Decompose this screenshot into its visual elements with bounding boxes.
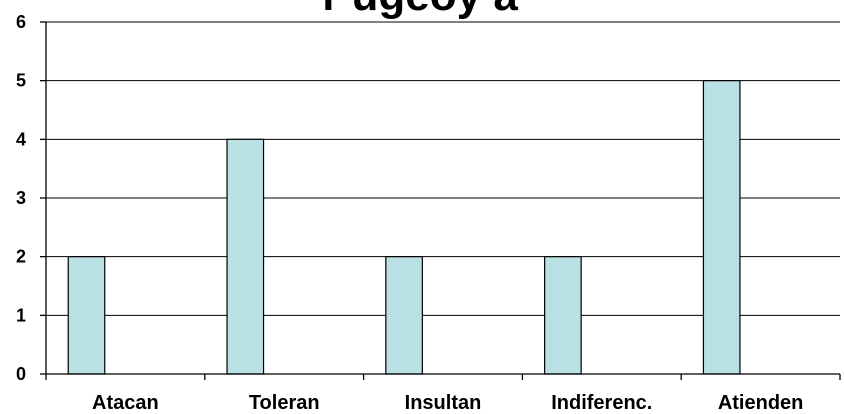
y-tick-label-5: 5 xyxy=(16,71,26,91)
chart-title: r ugeoy a xyxy=(322,0,518,20)
y-tick-label-3: 3 xyxy=(16,188,26,208)
category-labels: Atacan Toleran Insultan Indiferenc. Atienden xyxy=(92,392,803,414)
bar-toleran xyxy=(226,138,265,375)
bars-group xyxy=(67,80,741,375)
bar-atacan xyxy=(67,256,106,375)
bar-indiferenc- xyxy=(544,256,582,375)
y-tick-label-2: 2 xyxy=(16,247,26,267)
x-tick-label-0: Atacan xyxy=(92,392,159,414)
x-tick-label-4: Atienden xyxy=(718,392,804,414)
x-tick-label-1: Toleran xyxy=(249,392,320,414)
x-tick-label-3: Indiferenc. xyxy=(551,392,652,414)
y-tick-labels: 0 1 2 3 4 5 6 xyxy=(16,12,26,384)
y-tick-label-1: 1 xyxy=(16,305,26,325)
bar-atienden xyxy=(702,80,741,375)
y-tick-label-4: 4 xyxy=(16,129,26,149)
axes xyxy=(40,21,841,380)
bar-insultan xyxy=(385,256,423,375)
x-tick-label-2: Insultan xyxy=(405,392,482,414)
y-tick-label-6: 6 xyxy=(16,12,26,32)
y-tick-label-0: 0 xyxy=(16,364,26,384)
